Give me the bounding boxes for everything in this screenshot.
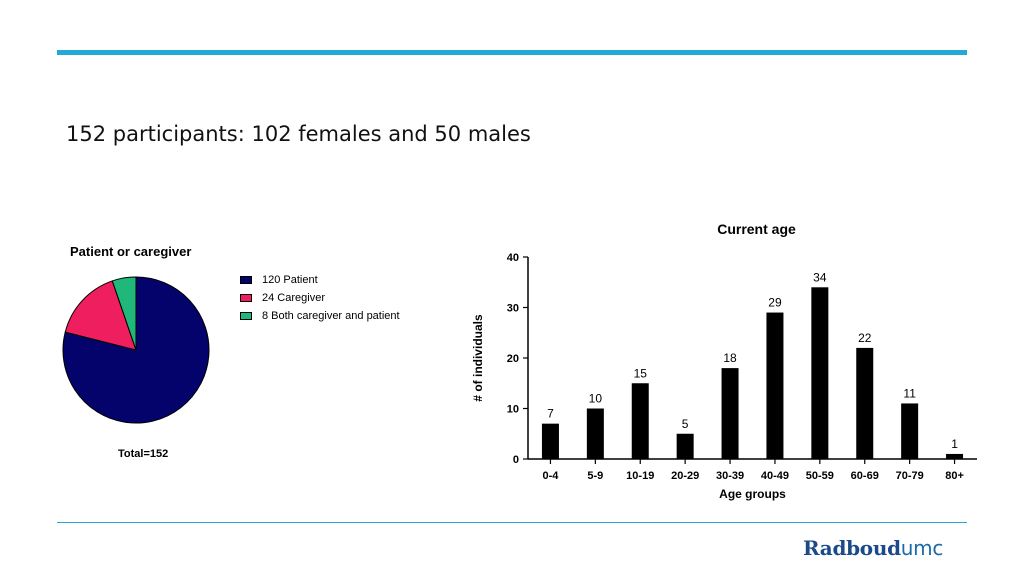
bar-70-79 [901, 403, 919, 459]
x-tick-label: 5-9 [587, 470, 603, 482]
bar-10-19 [631, 383, 649, 459]
x-tick-label: 20-29 [671, 470, 699, 482]
bar-value-label: 10 [589, 392, 603, 406]
bar-value-label: 11 [903, 386, 916, 400]
bar-5-9 [586, 408, 604, 459]
x-tick-label: 50-59 [806, 470, 834, 482]
legend-swatch-patient [240, 276, 252, 284]
x-tick-label: 70-79 [896, 470, 924, 482]
legend-label-both: 8 Both caregiver and patient [262, 310, 400, 322]
logo-main-text: Radboud [803, 536, 901, 560]
bar-0-4 [541, 423, 559, 459]
bar-value-label: 29 [768, 296, 782, 310]
x-tick-label: 60-69 [851, 470, 879, 482]
legend-label-caregiver: 24 Caregiver [262, 292, 325, 304]
x-tick-label: 0-4 [542, 470, 559, 482]
legend-swatch-caregiver [240, 294, 252, 302]
x-axis-label: Age groups [719, 487, 786, 501]
bar-60-69 [856, 347, 874, 459]
bar-value-label: 22 [858, 331, 872, 345]
pie-slice-1 [64, 280, 137, 351]
bar-value-label: 5 [682, 417, 689, 431]
x-tick-label: 40-49 [761, 470, 789, 482]
bar-value-label: 1 [951, 437, 958, 451]
top-accent-rule [57, 50, 967, 55]
logo-suffix-text: umc [900, 536, 944, 560]
pie-legend: 120 Patient 24 Caregiver 8 Both caregive… [240, 271, 400, 325]
bar-40-49 [766, 312, 784, 459]
legend-label-patient: 120 Patient [262, 274, 318, 286]
y-tick-label: 30 [507, 303, 519, 315]
bar-20-29 [676, 433, 694, 459]
x-tick-label: 10-19 [626, 470, 654, 482]
y-tick-label: 10 [507, 404, 519, 416]
bottom-accent-rule [57, 522, 967, 523]
y-tick-label: 0 [513, 454, 519, 466]
y-tick-label: 20 [507, 353, 519, 365]
legend-item-caregiver: 24 Caregiver [240, 289, 400, 307]
bar-chart-title: Current age [717, 221, 796, 237]
bar-80+ [946, 453, 964, 459]
bar-30-39 [721, 368, 739, 459]
bar-value-label: 15 [634, 366, 648, 380]
bar-value-label: 7 [547, 407, 554, 421]
legend-item-both: 8 Both caregiver and patient [240, 307, 400, 325]
y-axis-label: # of individuals [471, 314, 485, 402]
radboud-logo: Radboudumc [803, 536, 943, 560]
pie-slice-2 [111, 276, 137, 351]
y-tick-label: 40 [507, 252, 519, 264]
pie-chart-title: Patient or caregiver [70, 244, 192, 259]
slide-title: 152 participants: 102 females and 50 mal… [66, 122, 531, 146]
legend-swatch-both [240, 312, 252, 320]
x-tick-label: 80+ [945, 470, 964, 482]
legend-item-patient: 120 Patient [240, 271, 400, 289]
bar-value-label: 34 [813, 270, 827, 284]
bar-value-label: 18 [723, 351, 737, 365]
bar-50-59 [811, 287, 829, 459]
pie-total-label: Total=152 [118, 448, 169, 460]
x-tick-label: 30-39 [716, 470, 744, 482]
